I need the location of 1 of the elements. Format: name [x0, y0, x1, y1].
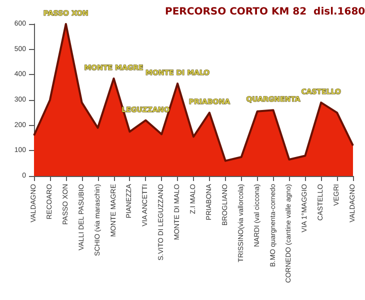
chart-title: PERCORSO CORTO KM 82 disl.1680: [165, 6, 365, 18]
